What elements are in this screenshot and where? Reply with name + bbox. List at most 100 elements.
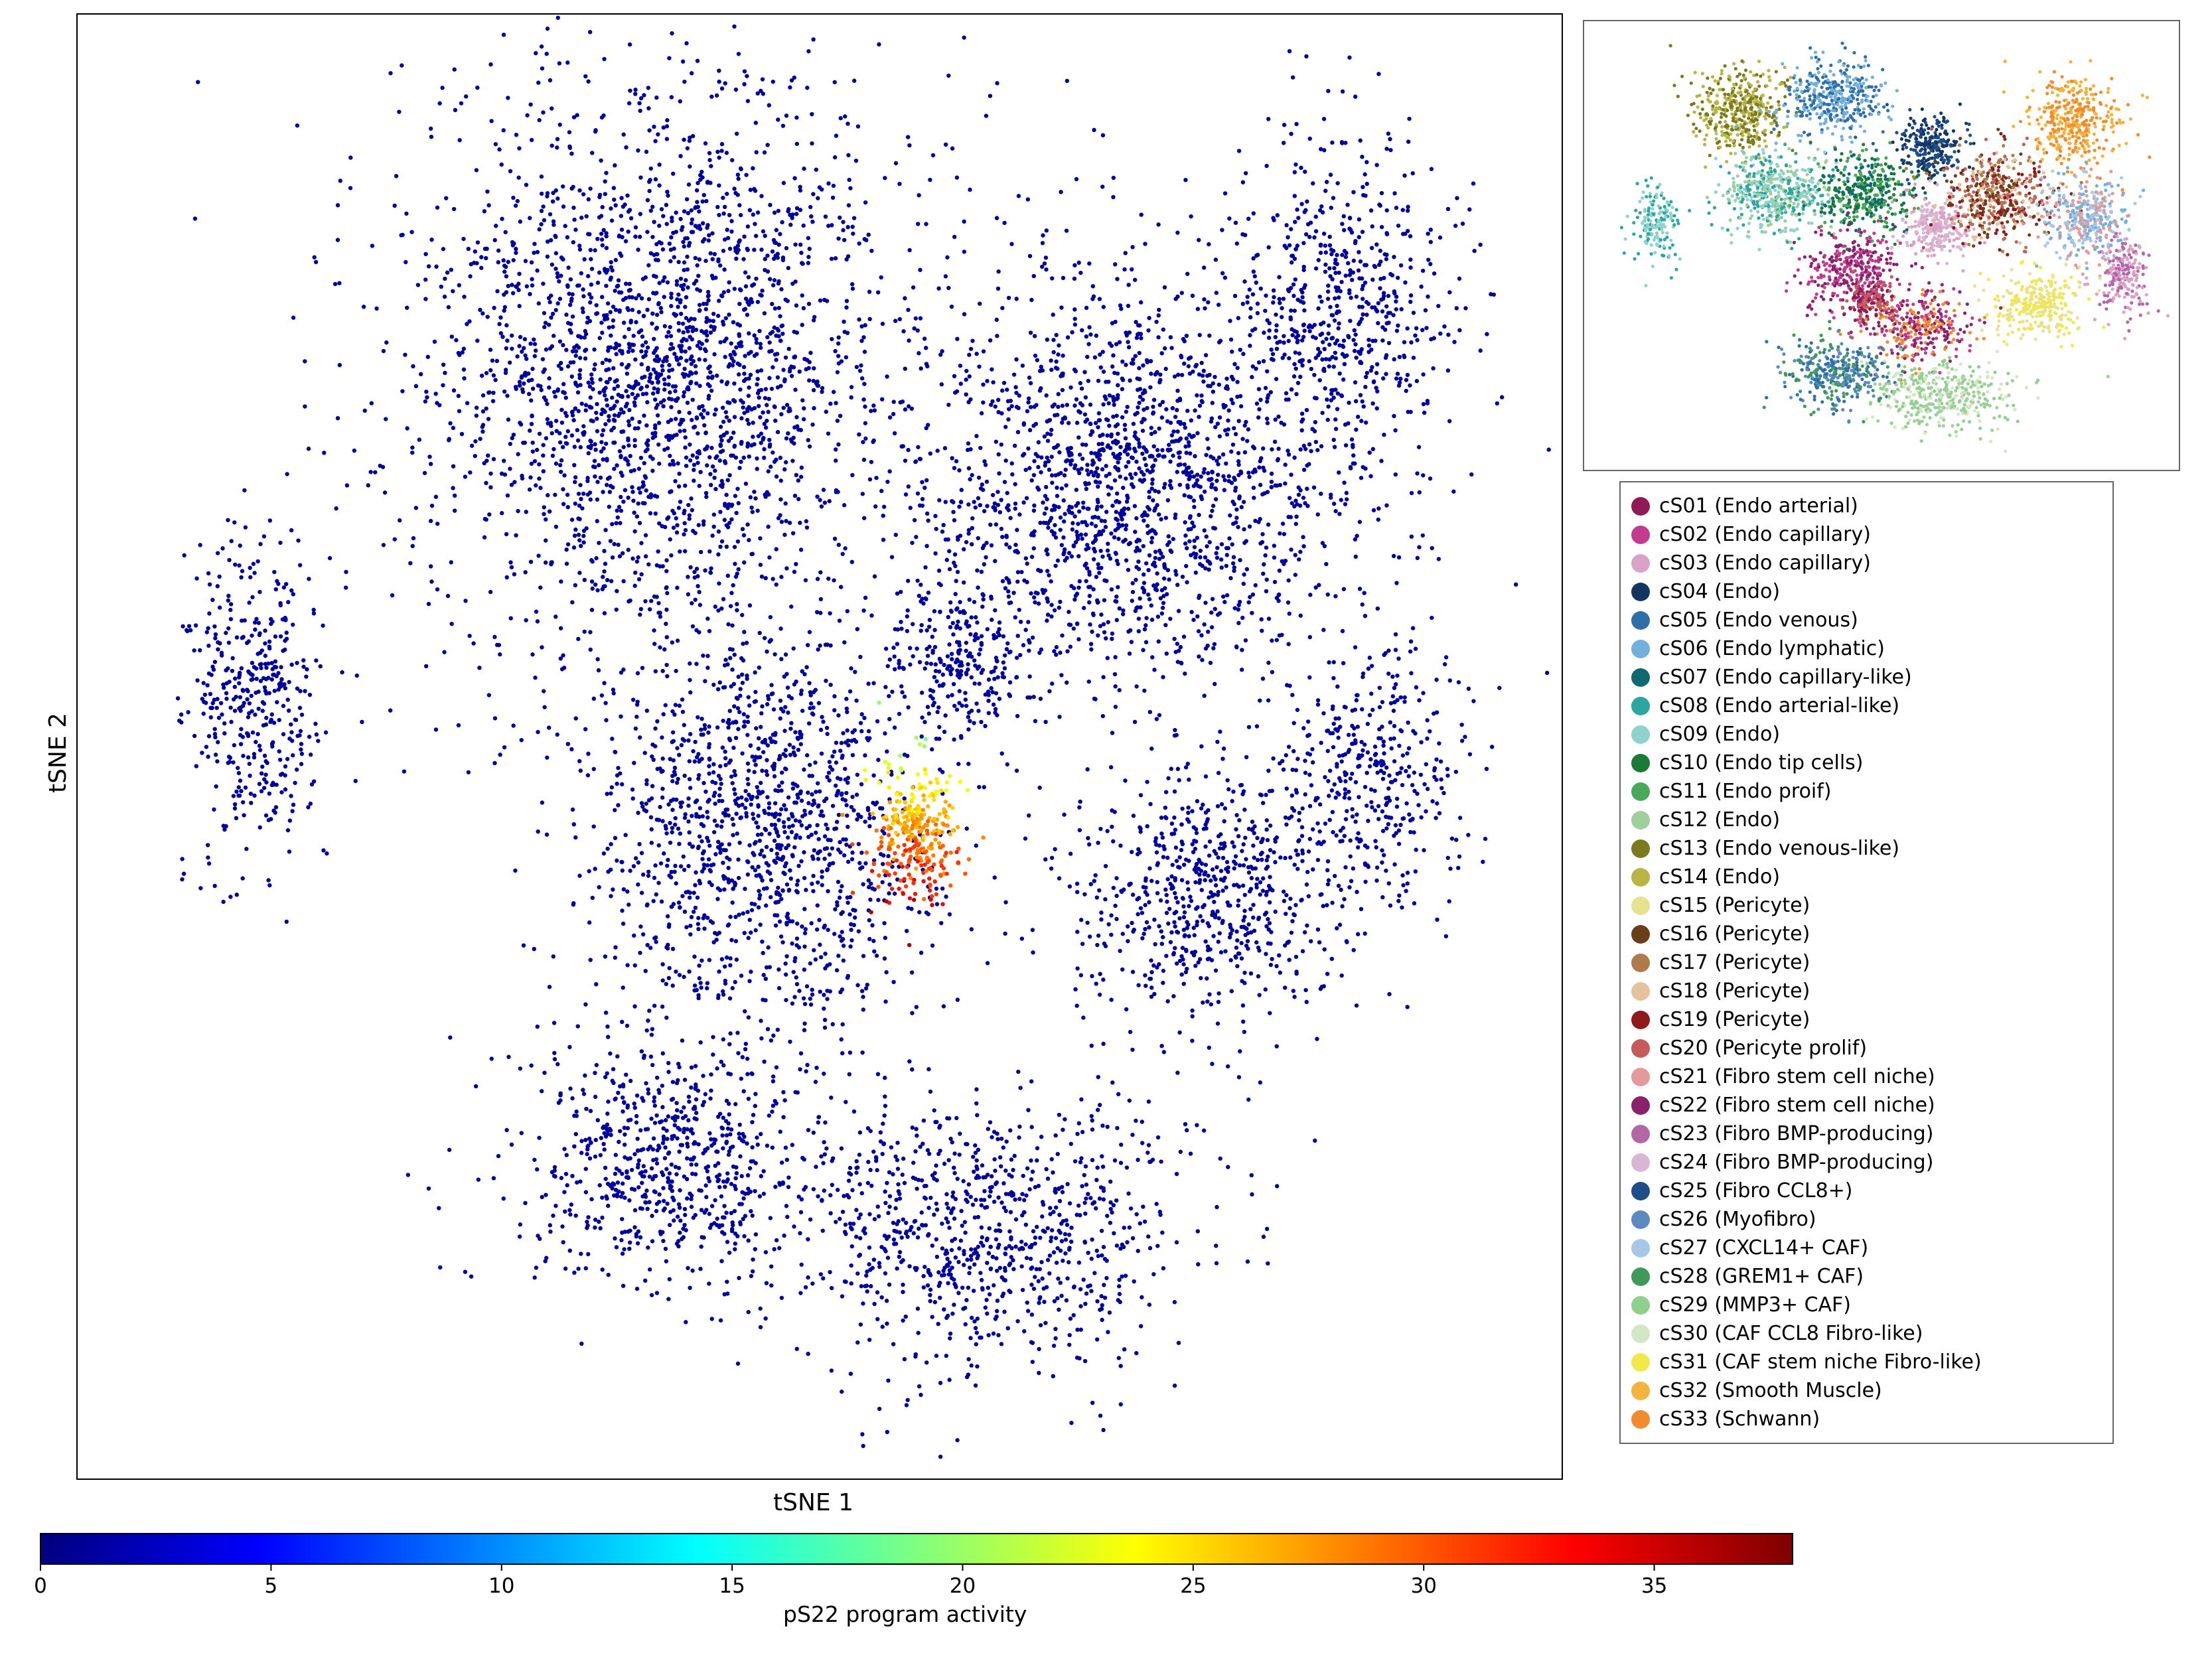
- legend-label: cS26 (Myofibro): [1659, 1210, 1816, 1230]
- legend-swatch-icon: [1631, 925, 1650, 944]
- legend-swatch-icon: [1631, 1353, 1650, 1372]
- legend-swatch-icon: [1631, 1239, 1650, 1258]
- colorbar-tick-label: 5: [258, 1574, 284, 1598]
- legend-swatch-icon: [1631, 839, 1650, 858]
- legend-item: cS31 (CAF stem niche Fibro-like): [1631, 1348, 2099, 1376]
- colorbar-tick-label: 10: [488, 1574, 515, 1598]
- legend-item: cS13 (Endo venous-like): [1631, 834, 2099, 863]
- legend-item: cS09 (Endo): [1631, 720, 2099, 749]
- legend-label: cS16 (Pericyte): [1659, 924, 1810, 944]
- y-axis-label: tSNE 2: [44, 713, 72, 793]
- legend-item: cS29 (MMP3+ CAF): [1631, 1291, 2099, 1319]
- legend-item: cS19 (Pericyte): [1631, 1005, 2099, 1034]
- legend-item: cS12 (Endo): [1631, 806, 2099, 834]
- legend-item: cS23 (Fibro BMP-producing): [1631, 1119, 2099, 1148]
- legend-swatch-icon: [1631, 982, 1650, 1001]
- colorbar-tick-label: 20: [949, 1574, 976, 1598]
- legend-label: cS17 (Pericyte): [1659, 953, 1810, 973]
- legend-label: cS10 (Endo tip cells): [1659, 753, 1864, 773]
- main-scatter-plot: [76, 13, 1563, 1480]
- legend-label: cS31 (CAF stem niche Fibro-like): [1659, 1352, 1982, 1372]
- colorbar-tick-label: 0: [27, 1574, 54, 1598]
- legend-swatch-icon: [1631, 497, 1650, 516]
- legend-swatch-icon: [1631, 1296, 1650, 1315]
- legend-label: cS19 (Pericyte): [1659, 1010, 1810, 1030]
- legend-swatch-icon: [1631, 668, 1650, 687]
- legend-item: cS22 (Fibro stem cell niche): [1631, 1091, 2099, 1119]
- legend-item: cS28 (GREM1+ CAF): [1631, 1262, 2099, 1291]
- legend-label: cS29 (MMP3+ CAF): [1659, 1295, 1851, 1315]
- legend-swatch-icon: [1631, 1011, 1650, 1029]
- legend-label: cS09 (Endo): [1659, 725, 1780, 745]
- legend-item: cS02 (Endo capillary): [1631, 520, 2099, 549]
- legend-item: cS14 (Endo): [1631, 863, 2099, 891]
- inset-plot-frame: [1583, 20, 2180, 471]
- legend-item: cS30 (CAF CCL8 Fibro-like): [1631, 1319, 2099, 1348]
- inset-scatter-plot: [1584, 21, 2180, 471]
- colorbar-tick-label: 15: [719, 1574, 745, 1598]
- legend-item: cS27 (CXCL14+ CAF): [1631, 1234, 2099, 1262]
- legend-swatch-icon: [1631, 1210, 1650, 1229]
- legend-item: cS06 (Endo lymphatic): [1631, 634, 2099, 663]
- legend-label: cS22 (Fibro stem cell niche): [1659, 1096, 1935, 1116]
- colorbar-label: pS22 program activity: [783, 1601, 1027, 1627]
- legend-label: cS12 (Endo): [1659, 810, 1780, 830]
- legend-label: cS25 (Fibro CCL8+): [1659, 1181, 1853, 1201]
- legend-label: cS23 (Fibro BMP-producing): [1659, 1124, 1933, 1144]
- legend-item: cS03 (Endo capillary): [1631, 549, 2099, 577]
- legend-swatch-icon: [1631, 868, 1650, 887]
- legend-swatch-icon: [1631, 1410, 1650, 1429]
- legend-item: cS01 (Endo arterial): [1631, 492, 2099, 520]
- legend-item: cS04 (Endo): [1631, 577, 2099, 606]
- colorbar-tick-label: 30: [1410, 1574, 1437, 1598]
- legend-swatch-icon: [1631, 1068, 1650, 1086]
- legend-swatch-icon: [1631, 583, 1650, 601]
- legend-label: cS03 (Endo capillary): [1659, 553, 1871, 573]
- legend-item: cS05 (Endo venous): [1631, 606, 2099, 634]
- legend-swatch-icon: [1631, 954, 1650, 972]
- legend-swatch-icon: [1631, 1325, 1650, 1343]
- legend-swatch-icon: [1631, 554, 1650, 573]
- legend-label: cS14 (Endo): [1659, 867, 1780, 887]
- legend-item: cS21 (Fibro stem cell niche): [1631, 1062, 2099, 1091]
- legend-label: cS27 (CXCL14+ CAF): [1659, 1238, 1868, 1258]
- legend-item: cS07 (Endo capillary-like): [1631, 663, 2099, 691]
- legend-swatch-icon: [1631, 611, 1650, 630]
- legend-item: cS33 (Schwann): [1631, 1405, 2099, 1433]
- legend-item: cS25 (Fibro CCL8+): [1631, 1177, 2099, 1205]
- legend-swatch-icon: [1631, 725, 1650, 744]
- legend-swatch-icon: [1631, 1382, 1650, 1400]
- legend-swatch-icon: [1631, 811, 1650, 830]
- colorbar-tick-label: 35: [1641, 1574, 1668, 1598]
- colorbar: [40, 1533, 1795, 1573]
- x-axis-label: tSNE 1: [773, 1489, 853, 1516]
- legend-label: cS28 (GREM1+ CAF): [1659, 1267, 1864, 1287]
- legend-item: cS24 (Fibro BMP-producing): [1631, 1148, 2099, 1177]
- legend-item: cS16 (Pericyte): [1631, 920, 2099, 948]
- legend-item: cS32 (Smooth Muscle): [1631, 1376, 2099, 1405]
- legend-label: cS24 (Fibro BMP-producing): [1659, 1153, 1933, 1173]
- legend-item: cS15 (Pericyte): [1631, 891, 2099, 920]
- legend-label: cS06 (Endo lymphatic): [1659, 639, 1885, 659]
- legend-label: cS11 (Endo proif): [1659, 782, 1832, 802]
- legend-swatch-icon: [1631, 1153, 1650, 1172]
- legend-label: cS05 (Endo venous): [1659, 611, 1858, 630]
- page-root: tSNE 2 tSNE 1 0 5 10 15 20 25 30 35 pS22 progra…: [0, 0, 2212, 1659]
- legend-swatch-icon: [1631, 754, 1650, 772]
- legend-label: cS21 (Fibro stem cell niche): [1659, 1067, 1935, 1087]
- legend-swatch-icon: [1631, 526, 1650, 544]
- legend-label: cS01 (Endo arterial): [1659, 496, 1858, 516]
- legend-item: cS18 (Pericyte): [1631, 977, 2099, 1005]
- legend-item: cS17 (Pericyte): [1631, 948, 2099, 977]
- legend-item: cS08 (Endo arterial-like): [1631, 691, 2099, 720]
- legend-label: cS32 (Smooth Muscle): [1659, 1381, 1882, 1401]
- legend-item: cS20 (Pericyte prolif): [1631, 1034, 2099, 1062]
- legend-swatch-icon: [1631, 1039, 1650, 1058]
- legend-label: cS04 (Endo): [1659, 582, 1780, 602]
- legend-label: cS13 (Endo venous-like): [1659, 839, 1899, 859]
- legend-label: cS07 (Endo capillary-like): [1659, 668, 1912, 687]
- colorbar-tick-label: 25: [1180, 1574, 1207, 1598]
- legend-swatch-icon: [1631, 897, 1650, 915]
- legend-item: cS11 (Endo proif): [1631, 777, 2099, 806]
- legend-swatch-icon: [1631, 640, 1650, 658]
